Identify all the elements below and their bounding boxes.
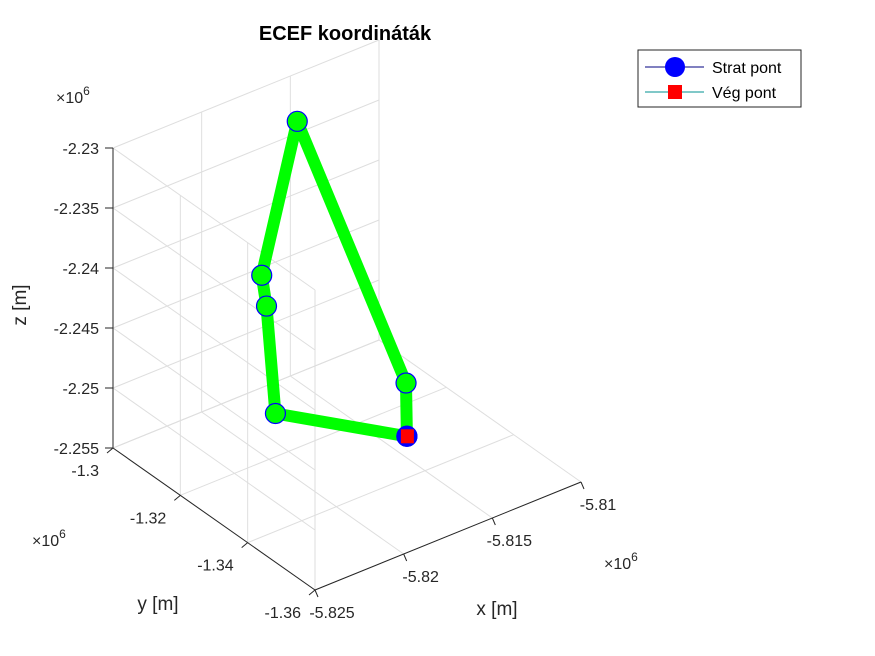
z-tick-label-0: -2.23: [63, 141, 100, 158]
y-axis-line: [112, 447, 316, 591]
legend: Strat pont Vég pont: [637, 49, 802, 108]
svg-text:×106: ×106: [56, 84, 90, 107]
trajectory-point-1: [395, 372, 417, 394]
trajectory-point-3: [251, 264, 273, 286]
y-tick-1: [174, 494, 181, 501]
grid-floor-x-3: [378, 339, 582, 483]
y-axis-label: y [m]: [137, 594, 178, 615]
x-axis-label: x [m]: [476, 599, 517, 620]
x-tick-0: [314, 589, 319, 598]
grid-wall-y-z-3: [112, 219, 380, 329]
grid-layer: [112, 39, 582, 591]
grid-wall-x-z-3: [112, 327, 316, 471]
y-tick-label-3: -1.36: [265, 605, 302, 622]
grid-wall-y-z-4: [112, 279, 380, 389]
grid-wall-y-z-0: [112, 39, 380, 149]
grid-wall-y-z-2: [112, 159, 380, 269]
y-tick-3: [308, 589, 316, 596]
legend-box: [637, 49, 802, 108]
legend-label-end: Vég pont: [712, 85, 777, 102]
x-axis-line: [314, 481, 582, 591]
trajectory-point-5: [264, 402, 287, 425]
x-tick-label-0: -5.825: [309, 605, 354, 622]
x-tick-2: [491, 517, 496, 526]
trajectory-point-4: [255, 295, 278, 317]
grid-wall-x-z-2: [112, 267, 316, 411]
svg-text:×106: ×106: [32, 527, 66, 550]
grid-floor-x-2: [290, 375, 493, 519]
z-exponent: ×106: [56, 84, 90, 107]
grid-floor-y-2: [247, 434, 514, 544]
grid-wall-x-z-4: [112, 387, 316, 531]
legend-marker-end: [668, 85, 682, 99]
data-layer: [251, 110, 418, 447]
end-point-marker: [400, 429, 414, 444]
grid-wall-y-z-1: [112, 99, 380, 209]
trajectory-line: [255, 115, 413, 443]
svg-text:×106: ×106: [604, 550, 638, 573]
z-tick-label-5: -2.255: [54, 441, 99, 458]
z-tick-label-4: -2.25: [63, 381, 100, 398]
y-tick-label-2: -1.34: [197, 558, 234, 575]
chart-title: ECEF koordináták: [259, 23, 432, 45]
grid-wall-x-z-1: [112, 207, 316, 351]
x-exponent: ×106: [604, 550, 638, 573]
trajectory-point-2: [286, 110, 308, 132]
x-tick-3: [580, 481, 585, 490]
y-tick-2: [241, 542, 248, 549]
grid-floor-x-1: [201, 411, 404, 555]
y-tick-label-0: -1.3: [71, 463, 99, 480]
y-exponent: ×106: [32, 527, 66, 550]
grid-wall-y-z-5: [112, 339, 380, 449]
x-tick-1: [403, 553, 408, 562]
legend-marker-start: [665, 57, 685, 77]
axis-layer: -5.825 -5.82 -5.815 -5.81 -1.3 -1.32 -1.34 -1.3…: [54, 141, 617, 622]
y-tick-0: [106, 447, 114, 454]
legend-label-start: Strat pont: [712, 60, 782, 77]
y-tick-label-1: -1.32: [130, 510, 167, 527]
x-tick-label-3: -5.81: [580, 497, 617, 514]
z-tick-label-3: -2.245: [54, 321, 99, 338]
x-tick-label-1: -5.82: [402, 569, 439, 586]
z-axis-label: z [m]: [10, 284, 31, 325]
grid-wall-x-z-0: [112, 147, 316, 291]
z-tick-label-1: -2.235: [54, 201, 99, 218]
z-tick-label-2: -2.24: [63, 261, 100, 278]
x-tick-label-2: -5.815: [487, 533, 532, 550]
